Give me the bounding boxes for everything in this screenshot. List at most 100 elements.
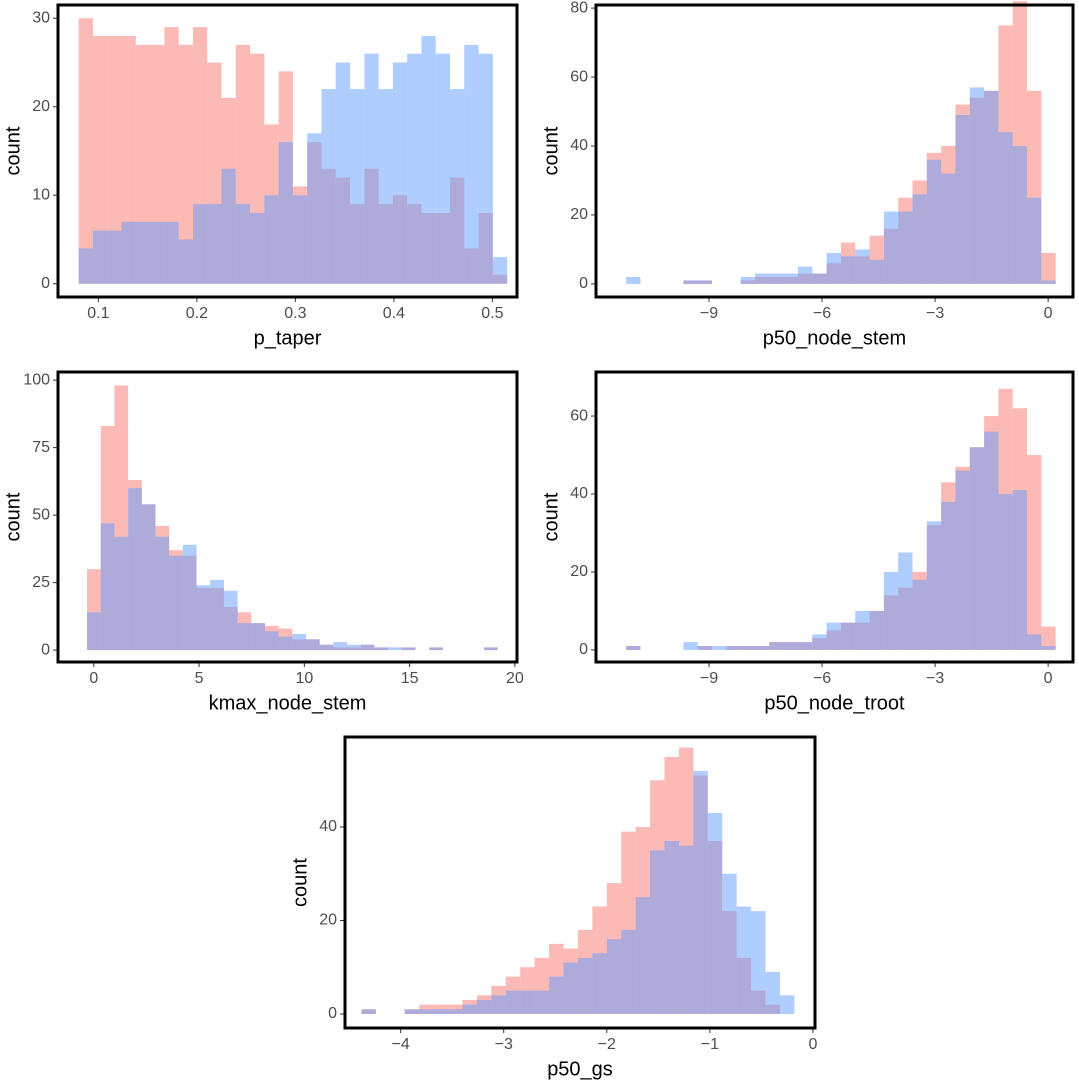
y-tick-label: 0 (579, 275, 588, 292)
histogram-bar (726, 646, 741, 650)
histogram-bar (237, 623, 252, 651)
histogram-bar (534, 990, 550, 1014)
histogram-bar (492, 257, 508, 284)
y-tick-label: 40 (570, 485, 588, 502)
histogram-bar (606, 939, 622, 1014)
histogram-bar (78, 18, 93, 284)
histogram-bar (855, 249, 870, 284)
y-tick-label: 40 (570, 137, 588, 154)
x-tick-label: −6 (813, 670, 831, 687)
histogram-bar (464, 44, 479, 284)
chart-panel: 0.1 0.2 0.3 0.4 0.5 0 10 20 30 p_taper count (2, 3, 519, 349)
histogram-bar (1041, 252, 1056, 284)
histogram-bar (755, 273, 770, 284)
histogram-bar (221, 168, 236, 284)
histogram-bar (912, 579, 927, 650)
x-tick-label: 15 (401, 670, 419, 687)
y-tick-label: 25 (32, 574, 50, 591)
histogram-bar (491, 995, 506, 1014)
y-axis-title: count (540, 492, 562, 541)
x-tick-label: 0 (1044, 670, 1053, 687)
x-tick-label: −3 (495, 1036, 513, 1053)
histogram-bar (210, 579, 224, 651)
histogram-bar (898, 552, 913, 650)
y-tick-label: 20 (570, 206, 588, 223)
histogram-bar (683, 280, 698, 284)
histogram-bar (765, 971, 780, 1014)
histogram-bar (364, 53, 379, 284)
histogram-bar (107, 230, 122, 284)
y-tick-label: 30 (32, 9, 50, 26)
histogram-bar (779, 995, 795, 1014)
histogram-bar (840, 622, 856, 650)
histogram-bar (626, 277, 641, 284)
histogram-bar (592, 953, 607, 1014)
histogram-bar (207, 204, 222, 284)
histogram-bar (92, 230, 108, 284)
histogram-bar (769, 273, 784, 284)
histogram-bar (722, 873, 737, 1014)
histogram-bar (621, 929, 636, 1014)
histogram-bar (751, 911, 766, 1014)
histogram-bar (182, 544, 197, 651)
histogram-bar (650, 850, 665, 1014)
histogram-bar (307, 133, 322, 284)
histogram-bar (769, 642, 784, 650)
histogram-bar (755, 646, 770, 650)
histogram-bar (78, 248, 93, 284)
histogram-bar (883, 571, 899, 650)
histogram-bar (984, 431, 999, 650)
histogram-bar (347, 644, 361, 651)
histogram-bar (736, 906, 752, 1014)
histogram-bar (826, 622, 841, 650)
x-tick-label: −6 (813, 305, 831, 322)
histogram-bar (797, 266, 813, 284)
panel-border (56, 3, 519, 299)
histogram-bar (388, 647, 402, 651)
panel-border (594, 3, 1075, 299)
histogram-bar (378, 89, 393, 284)
histogram-bar (223, 590, 238, 651)
y-axis-title: count (2, 492, 24, 541)
histogram-bar (141, 504, 156, 651)
histogram-bar (926, 521, 942, 650)
histogram-bar (941, 173, 956, 284)
y-tick-label: 75 (32, 439, 50, 456)
histogram-bar (107, 35, 122, 284)
histogram-bar (92, 35, 108, 284)
histogram-bar (264, 195, 279, 284)
histogram-bar (404, 1009, 420, 1014)
histogram-bar (360, 644, 375, 651)
chart-panel: −9 −6 −3 0 0 20 40 60 80 p50_node_stem count (540, 0, 1075, 349)
histogram-bar (178, 239, 193, 284)
histogram-bar (1027, 455, 1042, 650)
histogram-bar (476, 999, 492, 1014)
x-axis-title: p50_node_stem (763, 327, 906, 349)
y-tick-label: 20 (319, 912, 337, 929)
histogram-bar (549, 976, 564, 1014)
y-tick-label: 0 (579, 641, 588, 658)
histogram-bar (1041, 280, 1056, 284)
x-tick-label: 0 (808, 1036, 817, 1053)
histogram-bar (292, 195, 308, 284)
histogram-bar (563, 962, 578, 1014)
x-tick-label: −9 (700, 670, 718, 687)
histogram-bar (450, 89, 465, 284)
histogram-bar (1041, 626, 1056, 650)
x-axis-title: p50_node_troot (764, 692, 905, 714)
histogram-bar (87, 612, 101, 651)
histogram-bar (374, 647, 389, 651)
histogram-bar (869, 259, 884, 284)
histogram-bar (969, 87, 985, 284)
y-tick-label: 40 (319, 818, 337, 835)
x-tick-label: 0.2 (186, 305, 208, 322)
histogram-bar (164, 221, 179, 284)
panel-border (343, 735, 817, 1030)
y-tick-label: 20 (32, 98, 50, 115)
histogram-bar (333, 642, 348, 651)
histogram-bar (505, 990, 521, 1014)
x-tick-label: −3 (926, 305, 944, 322)
histogram-bar (783, 642, 798, 650)
histogram-bar (321, 89, 336, 284)
histogram-bar (478, 53, 493, 284)
